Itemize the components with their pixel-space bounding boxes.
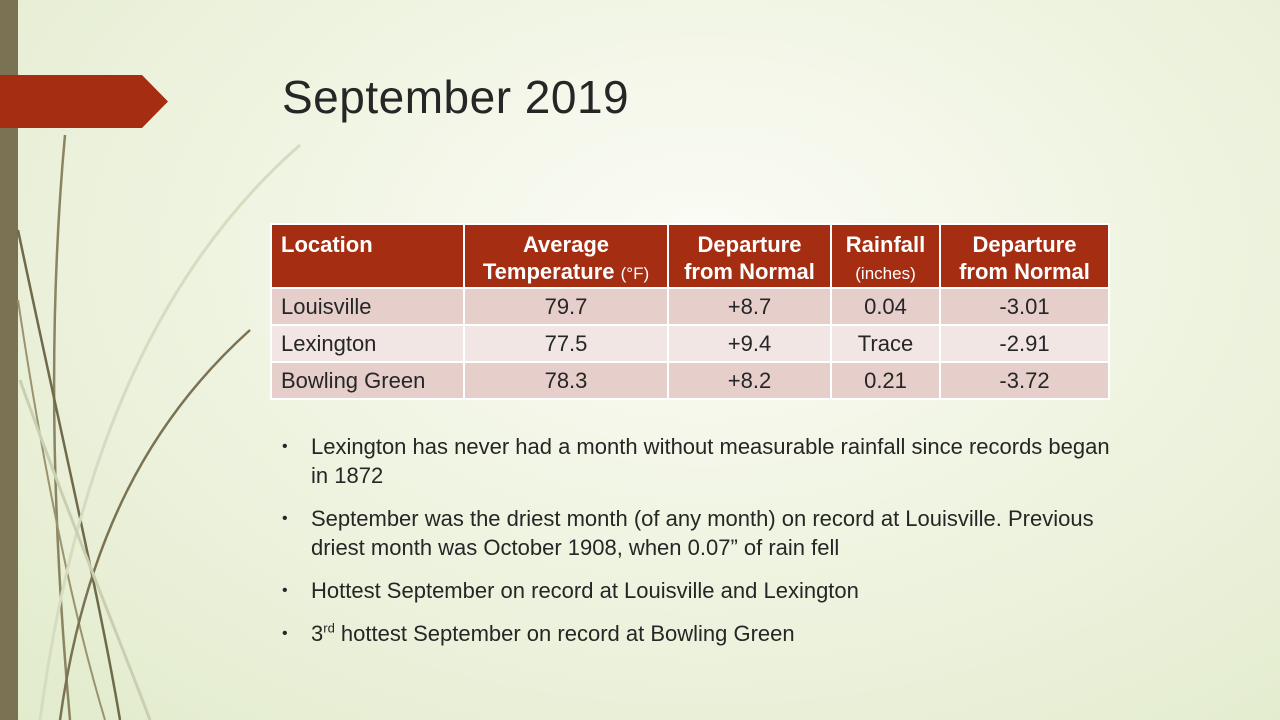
cell-average-temperature: 77.5 bbox=[463, 324, 669, 363]
grass-decoration bbox=[16, 134, 301, 720]
header-rainfall-departure: Departure from Normal bbox=[939, 223, 1110, 289]
left-sidebar-bar bbox=[0, 0, 18, 720]
cell-location: Louisville bbox=[270, 287, 465, 326]
list-item: • Hottest September on record at Louisvi… bbox=[282, 576, 1112, 605]
header-location: Location bbox=[270, 223, 465, 289]
cell-average-temperature: 78.3 bbox=[463, 361, 669, 400]
bullet-marker: • bbox=[282, 582, 288, 599]
bullet-marker: • bbox=[282, 510, 288, 527]
list-item: • Lexington has never had a month withou… bbox=[282, 432, 1112, 490]
cell-rainfall: 0.21 bbox=[830, 361, 941, 400]
cell-rainfall-departure: -3.01 bbox=[939, 287, 1110, 326]
list-item: • 3rd hottest September on record at Bow… bbox=[282, 619, 1112, 648]
header-temperature-departure: Departure from Normal bbox=[667, 223, 832, 289]
table-row: Louisville 79.7 +8.7 0.04 -3.01 bbox=[270, 287, 1110, 326]
bullet-marker: • bbox=[282, 438, 288, 455]
bullet-text: hottest September on record at Bowling G… bbox=[334, 621, 795, 646]
rainfall-unit: (inches) bbox=[855, 264, 916, 283]
bullet-text: September was the driest month (of any m… bbox=[311, 506, 1094, 560]
cell-rainfall-departure: -3.72 bbox=[939, 361, 1110, 400]
bullet-text: Lexington has never had a month without … bbox=[311, 434, 1110, 488]
cell-average-temperature: 79.7 bbox=[463, 287, 669, 326]
bullet-ordinal-suffix: rd bbox=[323, 620, 335, 636]
cell-location: Lexington bbox=[270, 324, 465, 363]
header-rainfall: Rainfall (inches) bbox=[830, 223, 941, 289]
temperature-unit: (°F) bbox=[620, 264, 650, 283]
bullet-list: • Lexington has never had a month withou… bbox=[282, 432, 1112, 662]
title-arrow-shape bbox=[0, 75, 168, 128]
bullet-marker: • bbox=[282, 625, 288, 642]
bullet-ordinal-number: 3 bbox=[311, 621, 324, 646]
cell-location: Bowling Green bbox=[270, 361, 465, 400]
list-item: • September was the driest month (of any… bbox=[282, 504, 1112, 562]
table-row: Bowling Green 78.3 +8.2 0.21 -3.72 bbox=[270, 361, 1110, 400]
table-header-row: Location Average Temperature (°F) Depart… bbox=[270, 223, 1110, 289]
cell-temperature-departure: +8.2 bbox=[667, 361, 832, 400]
table-row: Lexington 77.5 +9.4 Trace -2.91 bbox=[270, 324, 1110, 363]
cell-rainfall: Trace bbox=[830, 324, 941, 363]
header-average-temperature: Average Temperature (°F) bbox=[463, 223, 669, 289]
bullet-text: Hottest September on record at Louisvill… bbox=[311, 578, 859, 603]
weather-table: Location Average Temperature (°F) Depart… bbox=[270, 223, 1110, 400]
cell-rainfall-departure: -2.91 bbox=[939, 324, 1110, 363]
cell-temperature-departure: +8.7 bbox=[667, 287, 832, 326]
cell-rainfall: 0.04 bbox=[830, 287, 941, 326]
slide-title: September 2019 bbox=[282, 71, 630, 123]
cell-temperature-departure: +9.4 bbox=[667, 324, 832, 363]
